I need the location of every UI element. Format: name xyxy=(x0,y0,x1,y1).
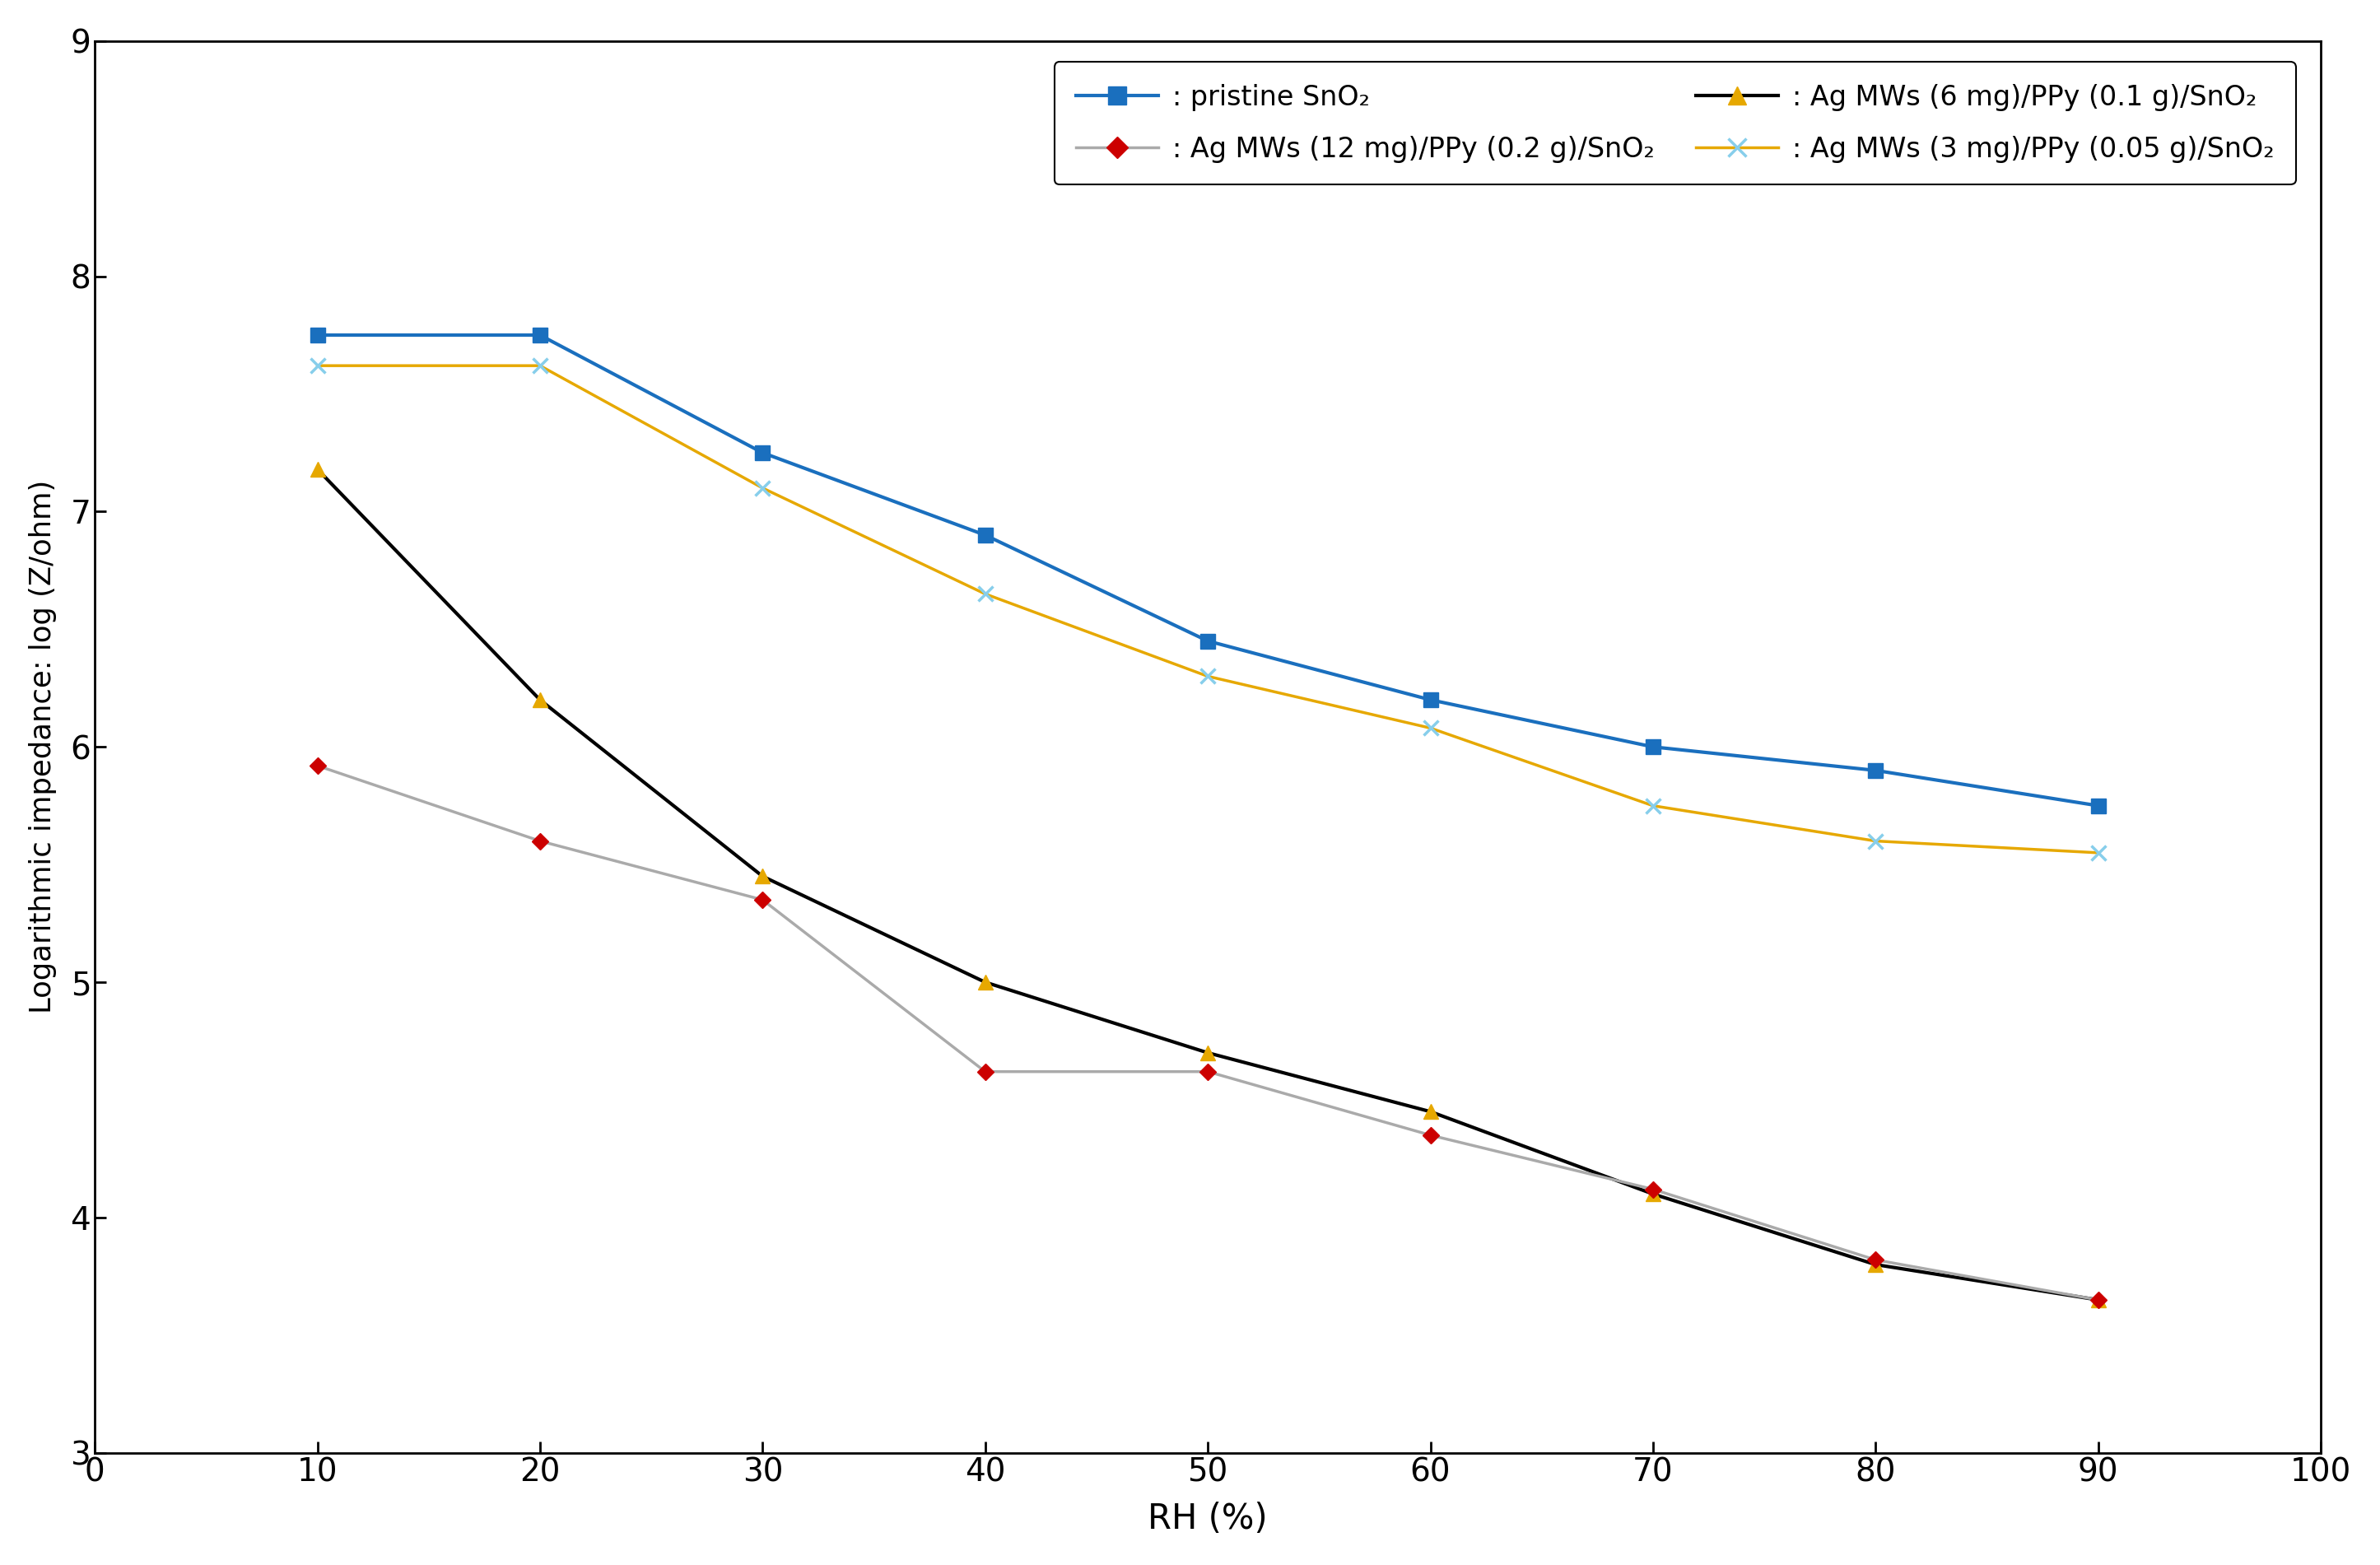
Legend: : pristine SnO₂, : Ag MWs (12 mg)/PPy (0.2 g)/SnO₂, : Ag MWs (6 mg)/PPy (0.1 g)/: : pristine SnO₂, : Ag MWs (12 mg)/PPy (0… xyxy=(1054,61,2297,185)
X-axis label: RH (%): RH (%) xyxy=(1147,1502,1269,1537)
Y-axis label: Logarithmic impedance: log (Z/ohm): Logarithmic impedance: log (Z/ohm) xyxy=(29,480,57,1014)
